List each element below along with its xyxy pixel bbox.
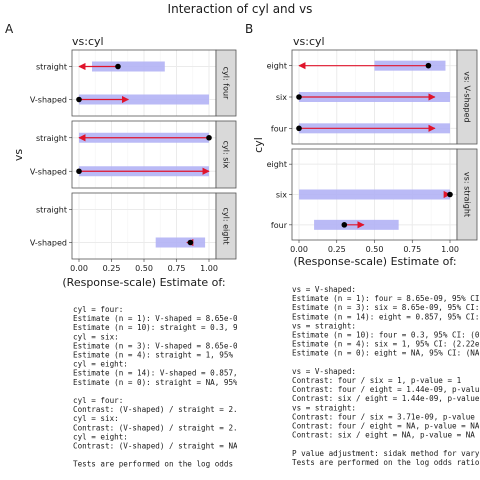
panel-b-text-line: Contrast: four / six = 1, p-value = 1 xyxy=(292,376,462,385)
panel-a-text-line: Estimate (n = 10): straight = 0.3, 95% C… xyxy=(73,323,265,332)
panel-b-text-line: Estimate (n = 1): four = 8.65e-09, 95% C… xyxy=(292,294,480,303)
panel-b-by-label: vs:cyl xyxy=(293,35,325,48)
panel-b-xtick-label: 0.00 xyxy=(290,245,308,254)
panel-a-facet-1-ci-band-2 xyxy=(79,94,209,105)
panel-a-text-line: cyl = eight: xyxy=(73,432,128,441)
panel-b-text-line: vs = V-shaped: xyxy=(292,285,356,294)
panel-b-text-line: P value adjustment: sidak method for var… xyxy=(292,449,480,458)
panel-b-text-line: Estimate (n = 4): six = 1, 95% CI: (2.22… xyxy=(292,340,480,349)
panel-a-text-line: Estimate (n = 14): V-shaped = 0.857, 95%… xyxy=(73,369,265,378)
panel-b-text-line: Contrast: four / six = 3.71e-09, p-value… xyxy=(292,412,480,421)
panel-a-facet-1-ytick-label: V-shaped xyxy=(30,96,67,105)
panel-a-xtick-label: 0.00 xyxy=(70,264,88,273)
panel-a-facet-3-strip xyxy=(215,192,237,260)
panel-a-facet-3-ci-band-1 xyxy=(155,237,206,248)
panel-a-facet-1-strip xyxy=(215,49,237,117)
panel-b-facet-2-ytick-label: six xyxy=(276,191,287,200)
panel-a-facet-1-point-1 xyxy=(115,63,121,70)
panel-a-facet-2-ytick-label: straight xyxy=(36,134,67,143)
panel-a-xtick-label: 1.00 xyxy=(200,264,218,273)
panel-a-facet-3-ytick-label: V-shaped xyxy=(30,239,67,248)
panel-b-text-line: Estimate (n = 10): four = 0.3, 95% CI: (… xyxy=(292,331,480,340)
panel-b-facet-2-point-1 xyxy=(447,191,453,198)
panel-b-xtick-label: 1.00 xyxy=(441,245,459,254)
panel-a-text-block: cyl = four:Estimate (n = 1): V-shaped = … xyxy=(73,305,274,469)
panel-a-text-line: Estimate (n = 1): V-shaped = 8.65e-09, 9… xyxy=(73,314,260,323)
panel-b-text-line: Contrast: six / eight = NA, p-value = NA xyxy=(292,431,475,440)
panel-a-text-line: Contrast: (V-shaped) / straight = NA, p-… xyxy=(73,442,274,451)
panel-a-facet-2-point-1 xyxy=(206,134,212,141)
panel-a-xtick-label: 0.75 xyxy=(168,264,186,273)
panel-a-facet-2-strip-label: cyl: six xyxy=(222,141,231,169)
panel-b-facet-1-strip-label: vs: V-shaped xyxy=(463,71,472,122)
panel-b-text-block: vs = V-shaped:Estimate (n = 1): four = 8… xyxy=(292,285,480,467)
panel-a-text-line: Contrast: (V-shaped) / straight = 2.22e-… xyxy=(73,423,270,432)
panel-b-facet-1-point-2 xyxy=(296,94,302,100)
panel-b-xtick-label: 0.25 xyxy=(328,245,346,254)
panel-b-x-axis-label: (Response-scale) Estimate of: xyxy=(293,255,456,268)
panel-a-xtick-label: 0.50 xyxy=(135,264,153,273)
panel-a-x-axis-label: (Response-scale) Estimate of: xyxy=(62,276,225,289)
panel-a-facet-1-ci-band-1 xyxy=(92,61,165,72)
panel-b-text-line: vs = straight: xyxy=(292,321,356,330)
panel-b-text-line: Contrast: four / eight = NA, p-value = N… xyxy=(292,422,480,431)
panel-b-facet-1-point-3 xyxy=(296,125,302,132)
panel-b-facet-2-ci-band-1 xyxy=(299,189,450,200)
panel-b-xtick-label: 0.50 xyxy=(366,245,384,254)
figure-title: Interaction of cyl and vs xyxy=(168,2,313,16)
panel-b-facet-1-ytick-label: eight xyxy=(267,62,287,71)
panel-b-text-line: Estimate (n = 3): six = 8.65e-09, 95% CI… xyxy=(292,303,480,312)
panel-a-text-line: cyl = four: xyxy=(73,305,123,314)
panel-b-facet-2-strip-label: vs: straight xyxy=(463,172,472,217)
panel-a-by-label: vs:cyl xyxy=(72,35,104,48)
panel-b-text-line: Contrast: four / eight = 1.44e-09, p-val… xyxy=(292,385,480,394)
panel-a-facet-2-ytick-label: V-shaped xyxy=(30,167,67,176)
panel-b-text-line: Contrast: six / eight = 1.44e-09, p-valu… xyxy=(292,394,480,403)
panel-b-facet-1-ytick-label: six xyxy=(276,93,287,102)
panel-a-text-line: Estimate (n = 3): V-shaped = 8.65e-09, 9… xyxy=(73,341,260,350)
panel-b-facet-2-ytick-label: eight xyxy=(267,160,287,169)
panel-a-text-line: cyl = eight: xyxy=(73,360,128,369)
panel-b-text-line: vs = V-shaped: xyxy=(292,367,356,376)
panel-b-facet-2-strip xyxy=(456,148,478,241)
panel-b-facet-1-point-1 xyxy=(425,62,432,69)
panel-a-facet-1-strip-label: cyl: four xyxy=(222,67,231,100)
panel-a-y-axis-label: vs xyxy=(12,149,25,162)
panel-b-tag: B xyxy=(245,22,253,36)
panel-a-text-line: Contrast: (V-shaped) / straight = 2.02e-… xyxy=(73,405,270,414)
panel-a-text-line: Tests are performed on the log odds rati… xyxy=(73,460,270,469)
panel-a-facet-3-ytick-label: straight xyxy=(36,206,67,215)
panel-a-facet-1-point-2 xyxy=(76,96,82,103)
panel-b-xtick-label: 0.75 xyxy=(403,245,421,254)
panel-a-xtick-label: 0.25 xyxy=(103,264,121,273)
panel-a-facet-3-strip-label: cyl: eight xyxy=(222,207,231,244)
panel-a-tag: A xyxy=(5,22,14,36)
panel-a-text-line: Estimate (n = 0): straight = NA, 95% CI:… xyxy=(73,378,270,387)
panel-a-facet-3-point-1 xyxy=(187,239,194,246)
panel-b-facet-2-point-2 xyxy=(341,222,348,228)
panel-b-text-line: Estimate (n = 14): eight = 0.857, 95% CI… xyxy=(292,312,480,321)
panel-a-text-line: cyl = four: xyxy=(73,396,123,405)
panel-a-text-line: cyl = six: xyxy=(73,414,119,423)
panel-a-facet-1-ytick-label: straight xyxy=(36,63,67,72)
panel-a-text-line: cyl = six: xyxy=(73,332,119,341)
panel-b-text-line: Estimate (n = 0): eight = NA, 95% CI: (N… xyxy=(292,349,480,358)
panel-b-text-line: vs = straight: xyxy=(292,403,356,412)
panel-a-text-line: Estimate (n = 4): straight = 1, 95% CI: … xyxy=(73,351,274,360)
panel-b-y-axis-label: cyl xyxy=(252,137,265,153)
panel-b-text-line: Tests are performed on the log odds rati… xyxy=(292,458,480,467)
panel-b-facet-1-ytick-label: four xyxy=(271,124,288,133)
panel-a-facet-2-point-2 xyxy=(76,168,82,175)
panel-b-facet-1-strip xyxy=(456,49,478,145)
panel-b-facet-2-ytick-label: four xyxy=(271,221,288,230)
panel-a-facet-2-strip xyxy=(215,120,237,189)
